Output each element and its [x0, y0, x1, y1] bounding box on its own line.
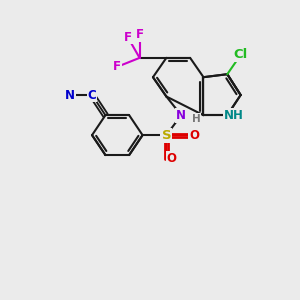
Text: C: C: [88, 88, 96, 101]
Text: N: N: [65, 88, 75, 101]
Text: F: F: [136, 28, 144, 40]
Text: F: F: [113, 60, 121, 73]
Text: N: N: [176, 109, 186, 122]
Text: NH: NH: [224, 109, 244, 122]
Text: S: S: [161, 129, 171, 142]
Text: H: H: [192, 114, 200, 124]
Text: O: O: [167, 152, 177, 165]
Text: O: O: [189, 129, 199, 142]
Text: F: F: [124, 31, 132, 44]
Text: Cl: Cl: [233, 48, 248, 62]
